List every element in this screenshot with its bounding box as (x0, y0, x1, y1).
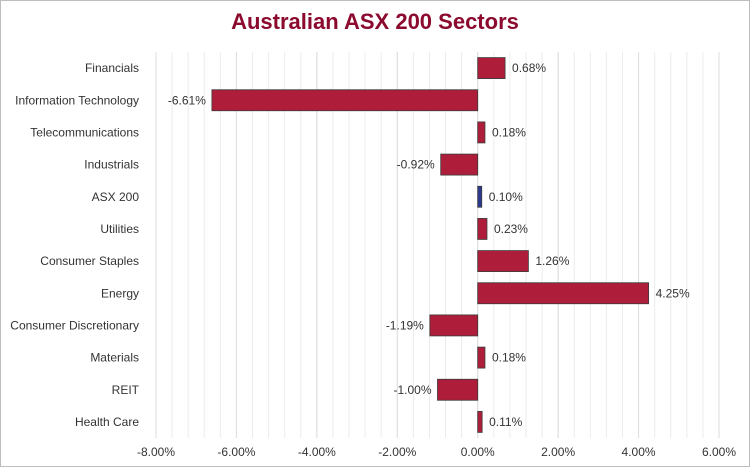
x-tick-label: -8.00% (137, 445, 175, 459)
bar (437, 378, 479, 401)
data-label: 0.10% (489, 190, 523, 204)
bar (477, 250, 529, 272)
data-label: -1.00% (393, 383, 431, 397)
x-tick-label: -2.00% (378, 445, 416, 459)
category-label: Consumer Staples (40, 254, 139, 268)
category-label: Information Technology (15, 93, 139, 107)
category-label: Telecommunications (30, 125, 139, 139)
data-label: -1.19% (386, 318, 424, 332)
x-tick-label: 6.00% (702, 445, 736, 459)
data-label: -6.61% (168, 93, 206, 107)
bar (477, 57, 506, 79)
category-label: Financials (85, 61, 139, 75)
x-tick-label: 0.00% (461, 445, 495, 459)
data-label: 0.11% (489, 415, 522, 429)
x-tick-label: -6.00% (217, 445, 255, 459)
data-label: -0.92% (397, 158, 435, 172)
bar (477, 346, 486, 369)
bar (440, 153, 479, 176)
bar (477, 411, 483, 433)
category-label: Energy (101, 286, 139, 300)
bar (477, 218, 488, 240)
category-label: Materials (90, 351, 139, 365)
x-tick-label: -4.00% (298, 445, 336, 459)
data-label: 0.18% (492, 351, 526, 365)
data-label: 0.23% (494, 222, 528, 236)
chart-title: Australian ASX 200 Sectors (231, 9, 519, 34)
data-label: 0.18% (492, 125, 526, 139)
bar (477, 282, 650, 305)
category-label: Industrials (84, 158, 139, 172)
x-tick-label: 4.00% (622, 445, 656, 459)
category-label: Consumer Discretionary (10, 318, 139, 332)
category-label: ASX 200 (92, 190, 140, 204)
category-label: Utilities (100, 222, 139, 236)
category-label: Health Care (75, 415, 139, 429)
category-label: REIT (112, 383, 140, 397)
bar (477, 121, 486, 144)
data-label: 0.68% (512, 61, 546, 75)
bar (477, 185, 483, 208)
data-label: 1.26% (535, 254, 569, 268)
x-tick-label: 2.00% (541, 445, 575, 459)
data-label: 4.25% (656, 286, 690, 300)
bar (211, 89, 479, 112)
bar (429, 314, 479, 337)
